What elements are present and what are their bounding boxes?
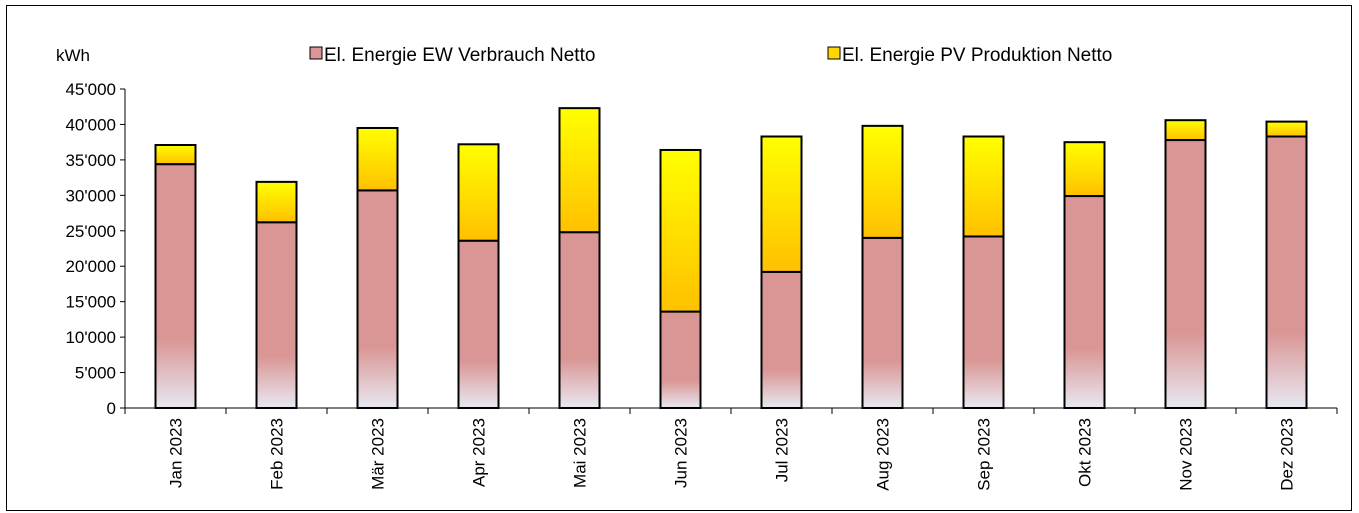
bar-pv-produktion [255, 180, 298, 224]
bar-pv-produktion [861, 124, 904, 239]
bars [154, 107, 1308, 410]
y-tick-label: 40'000 [65, 115, 116, 134]
x-tick-label: Feb 2023 [268, 418, 287, 490]
legend-label-ew: El. Energie EW Verbrauch Netto [324, 45, 595, 66]
x-tick-label: Okt 2023 [1076, 418, 1095, 487]
y-tick-label: 25'000 [65, 222, 116, 241]
x-tick-label: Nov 2023 [1177, 418, 1196, 491]
legend-label-pv: El. Energie PV Produktion Netto [842, 45, 1112, 66]
bar-ew-verbrauch [760, 270, 803, 410]
bar-ew-verbrauch [255, 221, 298, 409]
bar-ew-verbrauch [861, 236, 904, 409]
bar-pv-produktion [356, 126, 399, 192]
bar-pv-produktion [457, 143, 500, 242]
bar-pv-produktion [760, 135, 803, 273]
bar-pv-produktion [154, 144, 197, 166]
bar-pv-produktion [962, 135, 1005, 238]
y-tick-label: 0 [107, 399, 116, 418]
bar-ew-verbrauch [457, 239, 500, 409]
legend-swatch-ew [309, 46, 323, 60]
bar-pv-produktion [1063, 141, 1106, 198]
legend-swatch-pv [827, 46, 841, 60]
x-tick-label: Apr 2023 [470, 418, 489, 487]
legend: El. Energie EW Verbrauch Netto El. Energ… [309, 45, 1112, 66]
y-axis: 0 5'000 10'000 15'000 20'000 25'000 30'000 35'0… [65, 80, 126, 418]
bar-pv-produktion [558, 107, 601, 234]
y-tick-label: 30'000 [65, 186, 116, 205]
y-axis-unit-label: kWh [56, 46, 90, 65]
x-tick-label: Jun 2023 [672, 418, 691, 488]
bar-ew-verbrauch [1063, 195, 1106, 409]
y-tick-label: 15'000 [65, 293, 116, 312]
y-tick-label: 10'000 [65, 328, 116, 347]
x-tick-label: Sep 2023 [975, 418, 994, 491]
y-tick-label: 35'000 [65, 151, 116, 170]
bar-ew-verbrauch [1265, 135, 1308, 410]
bar-ew-verbrauch [356, 189, 399, 409]
bar-ew-verbrauch [558, 231, 601, 409]
x-tick-label: Dez 2023 [1278, 418, 1297, 491]
x-axis: Jan 2023 Feb 2023 Mär 2023 Apr 2023 Mai 2023… [124, 407, 1338, 491]
x-tick-label: Mai 2023 [571, 418, 590, 488]
y-tick-label: 45'000 [65, 80, 116, 99]
bar-ew-verbrauch [1164, 139, 1207, 409]
x-tick-label: Jan 2023 [167, 418, 186, 488]
y-tick-label: 5'000 [75, 364, 116, 383]
bar-ew-verbrauch [962, 235, 1005, 409]
bar-ew-verbrauch [659, 310, 702, 410]
bar-pv-produktion [659, 148, 702, 313]
bar-pv-produktion [1265, 120, 1308, 138]
x-tick-label: Aug 2023 [874, 418, 893, 491]
y-tick-label: 20'000 [65, 257, 116, 276]
x-tick-label: Mär 2023 [369, 418, 388, 490]
bar-pv-produktion [1164, 119, 1207, 142]
bar-ew-verbrauch [154, 163, 197, 409]
x-tick-label: Jul 2023 [773, 418, 792, 482]
